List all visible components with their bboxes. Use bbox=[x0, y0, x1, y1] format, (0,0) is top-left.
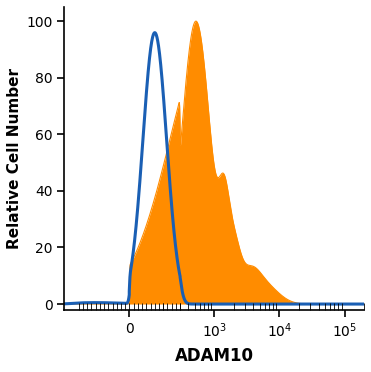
X-axis label: ADAM10: ADAM10 bbox=[175, 347, 254, 365]
Y-axis label: Relative Cell Number: Relative Cell Number bbox=[7, 68, 22, 249]
